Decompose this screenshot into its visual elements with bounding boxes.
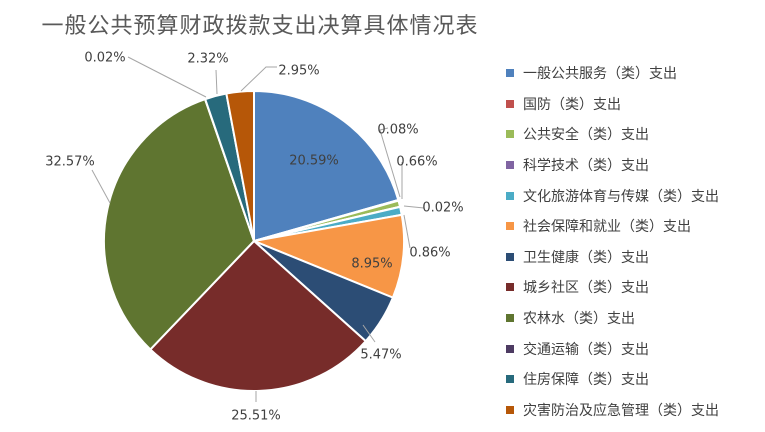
- legend-swatch: [506, 252, 514, 261]
- legend-label: 国防（类）支出: [523, 96, 621, 113]
- legend-label: 公共安全（类）支出: [523, 127, 649, 144]
- legend-item: 灾害防治及应急管理（类）支出: [506, 395, 765, 426]
- legend-label: 灾害防治及应急管理（类）支出: [523, 402, 719, 419]
- pie-slice: [253, 89, 400, 243]
- legend-item: 国防（类）支出: [506, 89, 765, 120]
- legend-item: 住房保障（类）支出: [506, 364, 765, 395]
- legend-item: 社会保障和就业（类）支出: [506, 211, 765, 242]
- legend-item: 文化旅游体育与传媒（类）支出: [506, 180, 765, 211]
- legend-swatch: [506, 69, 514, 78]
- leader-line: [215, 69, 218, 95]
- legend-item: 交通运输（类）支出: [506, 333, 765, 364]
- legend-item: 科学技术（类）支出: [506, 150, 765, 181]
- legend-label: 社会保障和就业（类）支出: [523, 219, 691, 236]
- legend-swatch: [506, 405, 514, 414]
- legend-swatch: [506, 375, 514, 384]
- legend-label: 科学技术（类）支出: [523, 158, 649, 175]
- legend-swatch: [506, 130, 514, 139]
- legend-swatch: [506, 161, 514, 170]
- leader-line: [91, 169, 111, 204]
- chart-title: 一般公共预算财政拨款支出决算具体情况表: [41, 14, 479, 39]
- legend-label: 农林水（类）支出: [523, 311, 635, 328]
- legend-swatch: [506, 191, 514, 200]
- data-label: 5.47%: [360, 348, 401, 363]
- legend-label: 城乡社区（类）支出: [523, 280, 649, 297]
- legend-label: 卫生健康（类）支出: [523, 249, 649, 266]
- leader-line: [403, 205, 425, 209]
- leader-line: [127, 56, 207, 98]
- legend-item: 公共安全（类）支出: [506, 119, 765, 150]
- legend-item: 卫生健康（类）支出: [506, 242, 765, 273]
- legend-label: 住房保障（类）支出: [523, 372, 649, 389]
- data-label: 8.95%: [351, 257, 392, 272]
- legend: 一般公共服务（类）支出 国防（类）支出公共安全（类）支出 科学技术（类）支出文化旅游…: [506, 58, 765, 425]
- legend-item: 一般公共服务（类）支出: [506, 58, 765, 89]
- pie-slice: [148, 239, 368, 392]
- data-label: 0.86%: [409, 246, 450, 261]
- data-label: 0.66%: [396, 155, 437, 170]
- data-label: 32.57%: [45, 155, 95, 170]
- legend-swatch: [506, 222, 514, 231]
- legend-swatch: [506, 283, 514, 292]
- leader-line: [379, 127, 401, 198]
- data-label: 2.32%: [187, 52, 228, 67]
- legend-swatch: [506, 344, 514, 353]
- data-label: 0.02%: [422, 201, 463, 216]
- pie-slice: [225, 89, 255, 242]
- leader-line: [403, 214, 411, 249]
- pie-slice: [250, 213, 405, 299]
- leader-line: [240, 66, 277, 92]
- legend-item: 城乡社区（类）支出: [506, 272, 765, 303]
- leader-line: [362, 324, 376, 343]
- data-label: 25.51%: [231, 409, 281, 424]
- pie-slice: [103, 97, 256, 351]
- legend-label: 文化旅游体育与传媒（类）支出: [523, 188, 719, 205]
- data-label: 2.95%: [278, 64, 319, 79]
- legend-swatch: [506, 99, 514, 108]
- data-label: 0.02%: [84, 51, 125, 66]
- legend-swatch: [506, 314, 514, 323]
- data-label: 0.08%: [377, 123, 418, 138]
- legend-item: 农林水（类）支出: [506, 303, 765, 334]
- legend-label: 交通运输（类）支出: [523, 341, 649, 358]
- data-label: 20.59%: [289, 154, 339, 169]
- pie-chart: 20.59% 0.08% 0.66% 0.02% 0.86% 8.95% 5.47% 25.5…: [45, 51, 463, 424]
- legend-label: 一般公共服务（类）支出: [523, 66, 677, 83]
